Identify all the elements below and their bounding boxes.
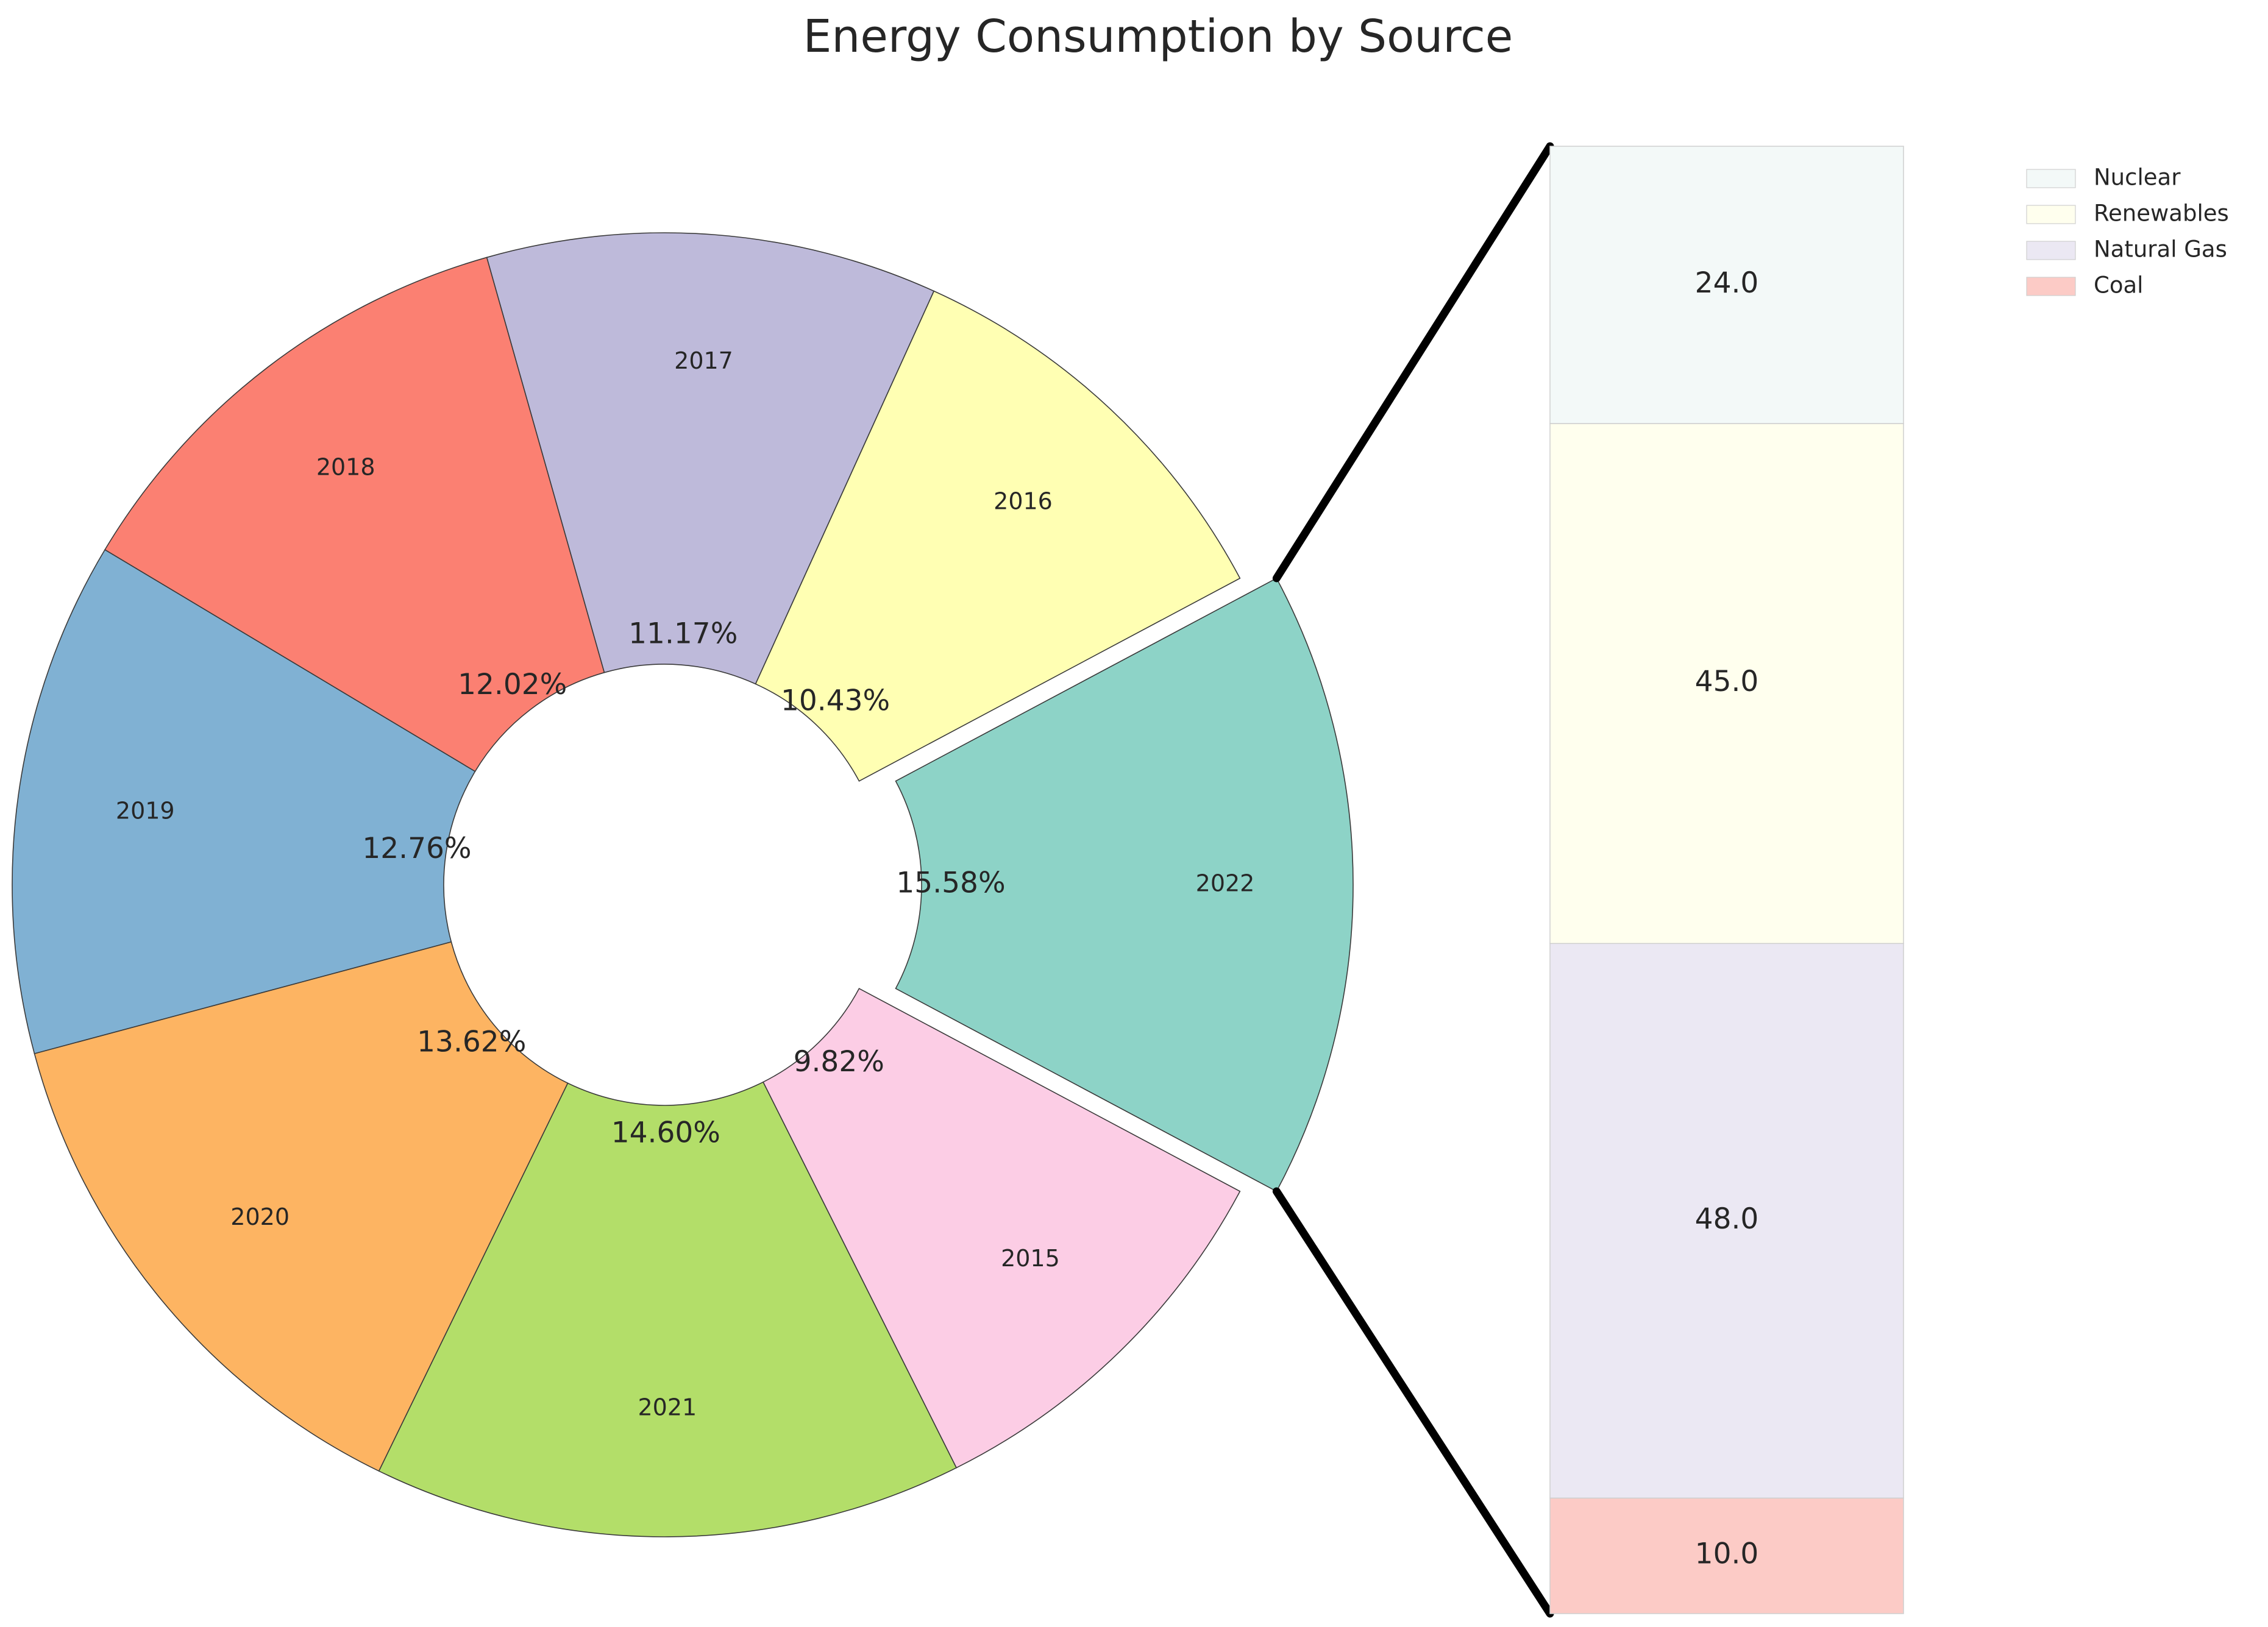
connector-lines (1272, 142, 1554, 1618)
bar-segment-renewables (1549, 423, 1904, 945)
pie-slice-2019 (12, 549, 476, 1055)
slice-pct-2018: 12.02% (458, 668, 567, 701)
slice-label-2015: 2015 (1001, 1245, 1060, 1272)
legend-swatch-natural-gas (2026, 241, 2076, 260)
stacked-bar: 10.0 48.0 45.0 24.0 (1549, 146, 1904, 1614)
legend-label-nuclear: Nuclear (2094, 165, 2181, 191)
legend-swatch-renewables (2026, 205, 2076, 224)
slice-pct-2020: 13.62% (417, 1025, 526, 1058)
slice-pct-2017: 11.17% (628, 617, 738, 651)
bar-label-renewables: 45.0 (1695, 665, 1759, 698)
slice-label-2017: 2017 (674, 347, 733, 374)
slice-pct-2021: 14.60% (611, 1116, 720, 1149)
bar-label-coal: 10.0 (1695, 1537, 1759, 1571)
slice-label-2016: 2016 (994, 487, 1053, 514)
pie-slice-2022 (895, 577, 1354, 1193)
legend: Nuclear Renewables Natural Gas Coal (2026, 165, 2229, 299)
slice-label-2019: 2019 (116, 797, 175, 824)
pie-slice-2021 (378, 1081, 958, 1537)
connector-line-bottom (1272, 1187, 1554, 1618)
slice-pct-2016: 10.43% (781, 684, 890, 718)
bar-segment-coal (1549, 1497, 1904, 1614)
legend-label-natural-gas: Natural Gas (2094, 236, 2227, 263)
bar-segment-nuclear (1549, 146, 1904, 424)
slice-label-2020: 2020 (230, 1203, 290, 1230)
pie-slice-2016 (755, 290, 1241, 782)
donut-chart: 2022 15.58% 2016 10.43% 2017 11.17% 2018 12.02%… (12, 232, 1354, 1537)
legend-label-renewables: Renewables (2094, 200, 2229, 227)
slice-label-2021: 2021 (638, 1394, 697, 1420)
bar-label-nuclear: 24.0 (1695, 266, 1759, 300)
pie-slice-2020 (34, 941, 569, 1472)
slice-pct-2019: 12.76% (362, 832, 471, 865)
slice-pct-2015: 9.82% (794, 1045, 884, 1079)
legend-swatch-coal (2026, 277, 2076, 296)
pie-slice-2017 (486, 232, 935, 685)
slice-label-2018: 2018 (316, 454, 375, 481)
pie-slice-2018 (104, 257, 605, 773)
slice-pct-2022: 15.58% (896, 867, 1005, 900)
chart-title: Energy Consumption by Source (803, 10, 1513, 63)
legend-label-coal: Coal (2094, 272, 2143, 299)
legend-swatch-nuclear (2026, 169, 2076, 188)
pie-slice-2015 (763, 988, 1241, 1469)
bar-label-natural-gas: 48.0 (1695, 1202, 1759, 1236)
slice-label-2022: 2022 (1196, 870, 1255, 897)
bar-segment-natural-gas (1549, 943, 1904, 1499)
connector-line-top (1272, 142, 1554, 583)
